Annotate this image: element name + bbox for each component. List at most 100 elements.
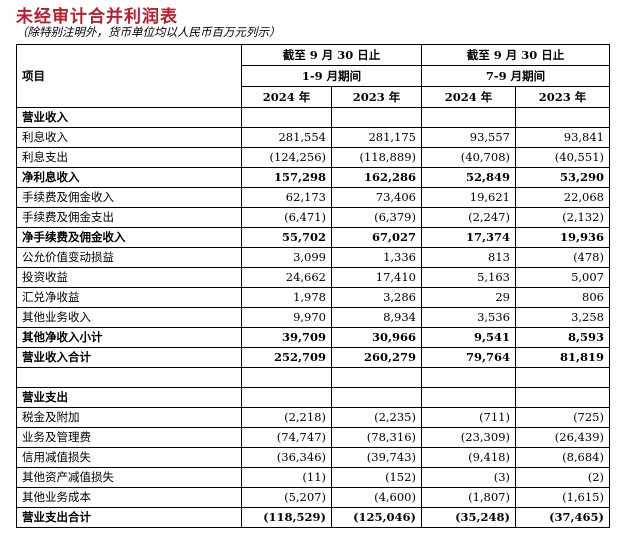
- item-column-header: 项目: [16, 44, 242, 108]
- table-row: 其他净收入小计 39,709 30,966 9,541 8,593: [16, 327, 610, 348]
- row-value: (4,600): [331, 487, 422, 508]
- row-value: 1,978: [241, 287, 332, 308]
- row-label: 信用减值损失: [16, 447, 242, 468]
- row-value: (2,235): [331, 407, 422, 428]
- period-header-1-9-line1: 截至 9 月 30 日止: [241, 44, 422, 66]
- row-value: 1,336: [331, 247, 422, 268]
- row-label: 净手续费及佣金收入: [16, 227, 242, 248]
- row-value: 19,621: [421, 187, 516, 208]
- row-value: (725): [515, 407, 610, 428]
- row-value: 9,970: [241, 307, 332, 328]
- table-row: 其他业务收入 9,970 8,934 3,536 3,258: [16, 307, 610, 328]
- income-statement-table: 项目 截至 9 月 30 日止 截至 9 月 30 日止 1-9 月期间 7-9…: [16, 44, 610, 528]
- row-value: (1,807): [421, 487, 516, 508]
- row-value: 3,258: [515, 307, 610, 328]
- row-value: [331, 367, 422, 388]
- row-value: 5,163: [421, 267, 516, 288]
- page-title: 未经审计合并利润表: [16, 7, 178, 27]
- row-value: (11): [241, 467, 332, 488]
- row-value: (23,309): [421, 427, 516, 448]
- row-value: (8,684): [515, 447, 610, 468]
- row-value: [241, 387, 332, 408]
- row-value: [241, 367, 332, 388]
- period-header-1-9-line2: 1-9 月期间: [241, 65, 422, 87]
- table-row: 业务及管理费 (74,747) (78,316) (23,309) (26,439): [16, 427, 610, 448]
- row-value: (5,207): [241, 487, 332, 508]
- row-value: [331, 387, 422, 408]
- row-label: 营业收入: [16, 107, 242, 128]
- row-value: 22,068: [515, 187, 610, 208]
- row-label: 营业支出合计: [16, 507, 242, 528]
- table-row: 利息收入 281,554 281,175 93,557 93,841: [16, 127, 610, 148]
- year-header: 2024 年: [421, 86, 516, 108]
- row-label: 手续费及佣金支出: [16, 207, 242, 228]
- row-value: 8,934: [331, 307, 422, 328]
- row-value: 17,374: [421, 227, 516, 248]
- row-value: 813: [421, 247, 516, 268]
- row-value: [241, 107, 332, 128]
- row-value: 17,410: [331, 267, 422, 288]
- row-label: 其他业务成本: [16, 487, 242, 508]
- row-label: 税金及附加: [16, 407, 242, 428]
- row-value: (152): [331, 467, 422, 488]
- row-value: 53,290: [515, 167, 610, 188]
- table-row: 税金及附加 (2,218) (2,235) (711) (725): [16, 407, 610, 428]
- table-row: 营业支出: [16, 387, 610, 408]
- table-body: 营业收入 利息收入 281,554 281,175 93,557 93,841 利息支出 (1…: [16, 107, 610, 528]
- row-value: [331, 107, 422, 128]
- table-row: 净手续费及佣金收入 55,702 67,027 17,374 19,936: [16, 227, 610, 248]
- row-label: 净利息收入: [16, 167, 242, 188]
- row-label: 其他业务收入: [16, 307, 242, 328]
- row-value: (478): [515, 247, 610, 268]
- row-label: 投资收益: [16, 267, 242, 288]
- row-value: 9,541: [421, 327, 516, 348]
- row-value: [421, 367, 516, 388]
- row-value: (118,889): [331, 147, 422, 168]
- row-value: 52,849: [421, 167, 516, 188]
- row-value: (125,046): [331, 507, 422, 528]
- table-row: 其他资产减值损失 (11) (152) (3) (2): [16, 467, 610, 488]
- row-value: (36,346): [241, 447, 332, 468]
- row-value: (37,465): [515, 507, 610, 528]
- row-value: (2,247): [421, 207, 516, 228]
- period-header-7-9-line2: 7-9 月期间: [421, 65, 610, 87]
- row-value: (6,471): [241, 207, 332, 228]
- row-value: 81,819: [515, 347, 610, 368]
- row-value: 24,662: [241, 267, 332, 288]
- row-value: (40,551): [515, 147, 610, 168]
- row-label: 其他资产减值损失: [16, 467, 242, 488]
- table-row: 公允价值变动损益 3,099 1,336 813 (478): [16, 247, 610, 268]
- table-row: 营业收入合计 252,709 260,279 79,764 81,819: [16, 347, 610, 368]
- row-value: (711): [421, 407, 516, 428]
- row-value: (2,132): [515, 207, 610, 228]
- table-row: 手续费及佣金支出 (6,471) (6,379) (2,247) (2,132): [16, 207, 610, 228]
- row-label: 利息支出: [16, 147, 242, 168]
- row-value: 162,286: [331, 167, 422, 188]
- row-value: 3,536: [421, 307, 516, 328]
- row-value: [421, 107, 516, 128]
- row-label: 公允价值变动损益: [16, 247, 242, 268]
- row-value: 281,175: [331, 127, 422, 148]
- table-row: 汇兑净收益 1,978 3,286 29 806: [16, 287, 610, 308]
- table-row: 投资收益 24,662 17,410 5,163 5,007: [16, 267, 610, 288]
- row-value: 157,298: [241, 167, 332, 188]
- row-value: 260,279: [331, 347, 422, 368]
- row-value: 806: [515, 287, 610, 308]
- row-label: 汇兑净收益: [16, 287, 242, 308]
- year-header: 2023 年: [515, 86, 610, 108]
- row-value: (9,418): [421, 447, 516, 468]
- row-label: 其他净收入小计: [16, 327, 242, 348]
- row-value: 252,709: [241, 347, 332, 368]
- row-value: [515, 387, 610, 408]
- row-value: (2,218): [241, 407, 332, 428]
- row-label: 手续费及佣金收入: [16, 187, 242, 208]
- row-label: [16, 367, 242, 388]
- year-header: 2024 年: [241, 86, 332, 108]
- row-value: 281,554: [241, 127, 332, 148]
- row-value: 3,099: [241, 247, 332, 268]
- row-label: 业务及管理费: [16, 427, 242, 448]
- row-label: 营业收入合计: [16, 347, 242, 368]
- period-header-7-9-line1: 截至 9 月 30 日止: [421, 44, 610, 66]
- year-header: 2023 年: [331, 86, 422, 108]
- row-value: 55,702: [241, 227, 332, 248]
